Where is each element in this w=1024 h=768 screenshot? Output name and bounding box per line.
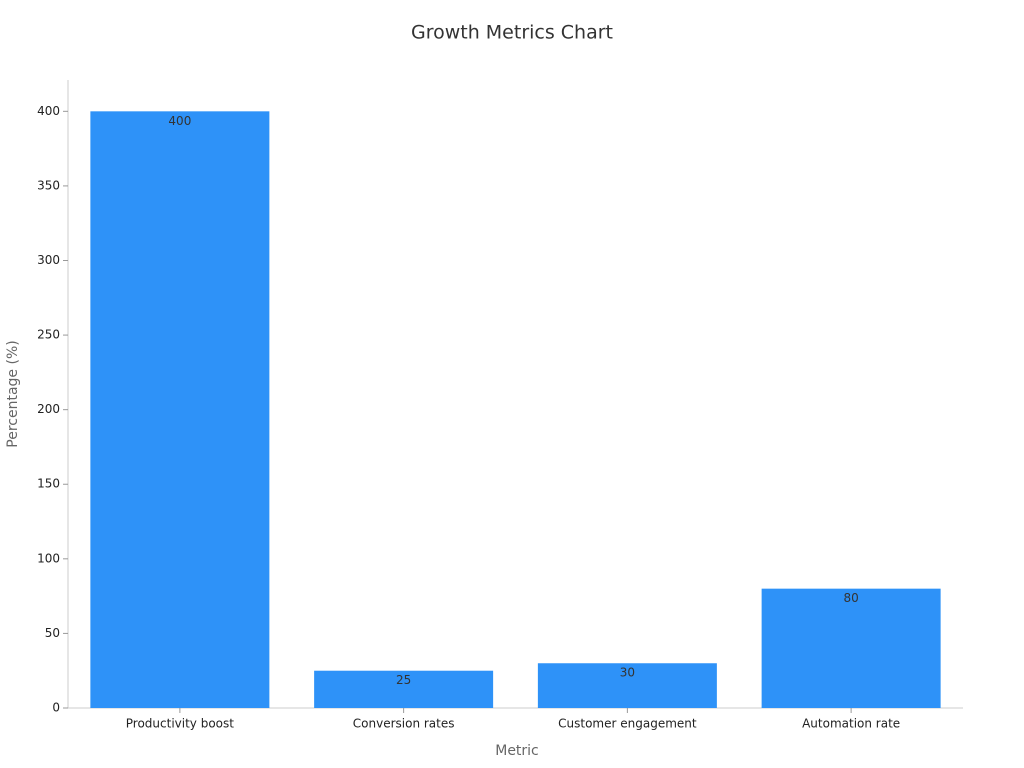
x-tick-label: Conversion rates: [353, 717, 455, 731]
x-tick-label: Productivity boost: [126, 717, 235, 731]
y-tick-label: 200: [37, 402, 60, 416]
y-tick-label: 50: [45, 626, 60, 640]
y-axis-label: Percentage (%): [5, 340, 21, 447]
y-tick-label: 300: [37, 253, 60, 267]
bar: [537, 663, 717, 708]
value-label: 400: [168, 114, 191, 128]
y-tick-label: 150: [37, 477, 60, 491]
value-label: 30: [620, 666, 635, 680]
y-tick-label: 350: [37, 178, 60, 192]
x-tick-label: Automation rate: [802, 717, 900, 731]
chart-title: Growth Metrics Chart: [411, 22, 613, 44]
y-tick-label: 100: [37, 551, 60, 565]
y-tick-label: 250: [37, 328, 60, 342]
y-tick-label: 0: [52, 701, 60, 715]
y-tick-label: 400: [37, 104, 60, 118]
value-label: 80: [843, 591, 858, 605]
x-axis-label: Metric: [495, 743, 539, 759]
bar: [90, 111, 270, 708]
bar: [314, 670, 494, 708]
x-tick-label: Customer engagement: [558, 717, 697, 731]
value-label: 25: [396, 673, 411, 687]
bar: [761, 588, 941, 708]
